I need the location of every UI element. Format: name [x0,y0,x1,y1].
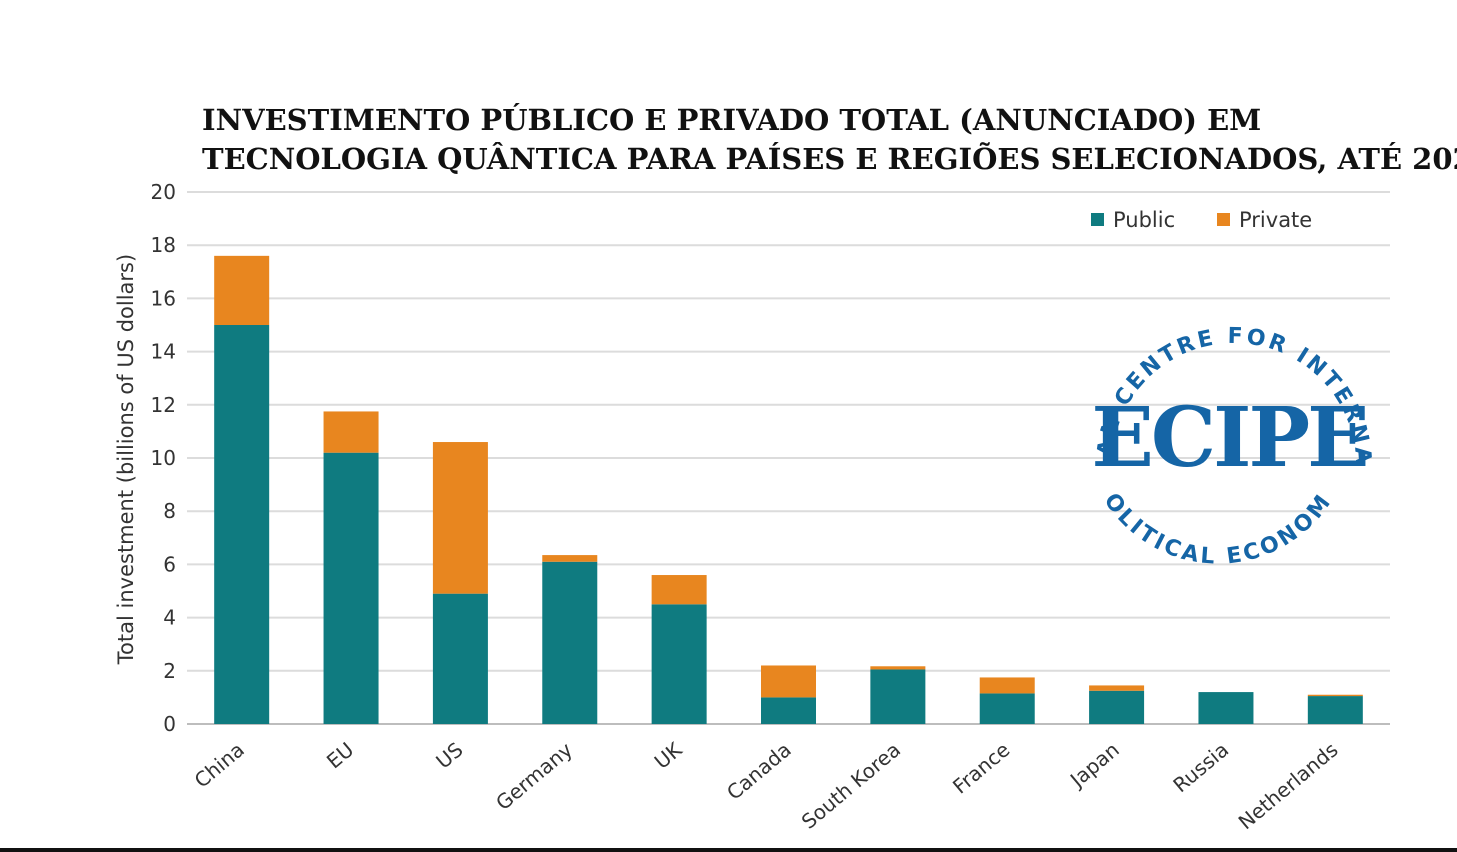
bar-public-south-korea [870,669,926,724]
gridlines [187,191,1390,725]
y-tick-label: 0 [163,712,176,736]
bar-private-japan [1089,685,1145,691]
x-category-label: South Korea [797,737,905,833]
x-category-label: Russia [1168,737,1233,797]
bar-private-canada [761,665,816,698]
x-category-label: China [190,737,249,792]
y-tick-label: 2 [163,659,176,683]
legend-label-private: Private [1239,208,1312,232]
x-category-label: Canada [722,737,796,804]
legend: Public Private [1091,208,1312,232]
chart-title-line-1: INVESTIMENTO PÚBLICO E PRIVADO TOTAL (AN… [202,102,1261,137]
x-category-label: US [431,737,467,773]
legend-swatch-public [1091,213,1104,226]
y-tick-label: 8 [163,499,176,523]
x-category-label: UK [650,737,687,774]
logo-wordmark: ECIPE [1091,390,1366,486]
bar-public-canada [761,697,816,724]
y-tick-label: 4 [163,606,176,630]
x-category-label: Germany [491,737,577,815]
y-tick-label: 12 [151,393,176,417]
bar-public-russia [1198,692,1254,724]
bar-public-china [214,325,270,724]
x-category-label: EU [322,737,358,773]
legend-swatch-private [1217,213,1230,226]
bar-private-us [432,442,488,594]
bar-private-china [214,255,270,325]
y-tick-label: 14 [151,340,176,364]
bar-public-germany [542,561,598,724]
y-tick-label: 18 [151,233,176,257]
bar-public-japan [1089,690,1145,724]
bars [214,255,1363,724]
bottom-border [0,848,1457,852]
ecipe-logo: EUROPEAN CENTRE FOR INTERNATIONAL POLITI… [0,0,1372,570]
bar-public-us [432,593,488,724]
x-category-label: Japan [1064,737,1124,793]
bar-private-uk [651,575,707,605]
bar-private-eu [323,411,379,453]
bar-public-netherlands [1307,696,1363,724]
bar-private-france [979,677,1035,694]
x-category-label: France [948,737,1014,798]
legend-label-public: Public [1113,208,1175,232]
bar-public-france [979,693,1035,724]
y-axis-ticks: 0 2 4 6 8 10 12 14 16 18 20 [151,180,176,736]
bar-private-south-korea [870,666,926,670]
y-tick-label: 6 [163,552,176,576]
y-tick-label: 20 [151,180,176,204]
bar-public-uk [651,604,707,724]
bar-private-netherlands [1307,694,1363,697]
y-tick-label: 16 [151,286,176,310]
bar-public-eu [323,452,379,724]
x-category-label: Netherlands [1234,737,1343,834]
chart-title: INVESTIMENTO PÚBLICO E PRIVADO TOTAL (AN… [202,102,1457,176]
y-tick-label: 10 [151,446,176,470]
bar-private-germany [542,555,598,562]
chart-title-line-2: TECNOLOGIA QUÂNTICA PARA PAÍSES E REGIÕE… [202,140,1457,176]
x-axis-categories: China EU US Germany UK Canada South Korea Franc… [190,737,1343,834]
y-axis-label: Total investment (billions of US dollars… [114,254,138,665]
